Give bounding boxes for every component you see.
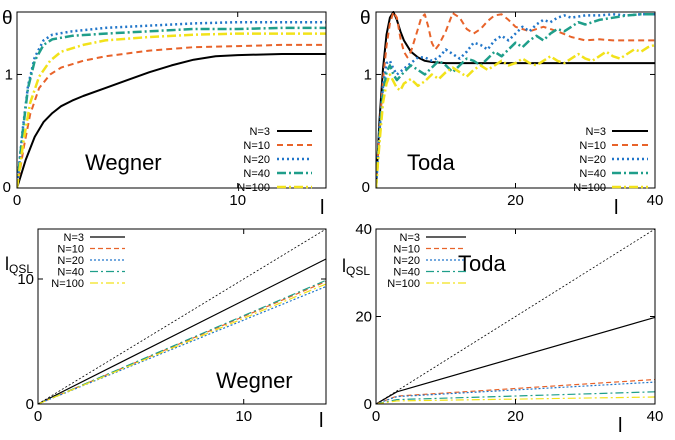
legend-label: N=100: [387, 278, 420, 290]
series-line-N3: [17, 53, 326, 188]
plot-frame: [37, 228, 327, 405]
y-axis-label-main: l: [5, 254, 9, 274]
x-axis-label: l: [320, 197, 324, 219]
legend-label: N=100: [237, 182, 270, 194]
legend-label: N=3: [250, 126, 271, 138]
chart-title: Toda: [458, 251, 506, 276]
legend-label: N=40: [579, 168, 606, 180]
x-tick-label: 40: [647, 192, 664, 209]
y-axis-label: θ: [360, 8, 371, 29]
y-tick-label: 10: [17, 271, 34, 288]
series-line-N10: [17, 43, 326, 188]
diagonal-reference-line: [376, 228, 655, 404]
legend: N=3N=10N=20N=40N=100: [51, 232, 125, 290]
legend: N=3 N=10 N=20 N=40 N=100: [573, 126, 648, 194]
legend-label: N=20: [393, 255, 420, 267]
legend-label: N=40: [57, 267, 84, 279]
x-axis-label: l: [319, 410, 323, 432]
y-axis-label: lQSL: [342, 256, 370, 278]
x-tick-label: 0: [372, 408, 380, 425]
series-line-N20: [17, 20, 326, 188]
series-line-N100: [17, 32, 326, 188]
x-tick-label: 0: [34, 408, 42, 425]
legend-label: N=3: [586, 126, 607, 138]
series-line-N100: [376, 396, 655, 404]
chart-title: Wegner: [85, 150, 162, 175]
series-line-N40: [376, 13, 655, 188]
legend-label: N=10: [57, 244, 84, 256]
series-line-N40: [17, 26, 326, 188]
legend-label: N=20: [243, 154, 270, 166]
series-line-N3: [38, 258, 326, 404]
x-axis-label: l: [618, 415, 622, 437]
series-line-N10: [376, 378, 655, 404]
series-group: [376, 11, 655, 188]
series-line-N100: [376, 43, 655, 188]
series-group: [376, 228, 655, 404]
diagonal-reference-line: [38, 228, 326, 404]
y-tick-label: 1: [5, 66, 13, 83]
y-axis-label-subscript: QSL: [346, 264, 370, 278]
y-tick-label: 0: [364, 396, 372, 413]
legend-label: N=100: [573, 182, 606, 194]
x-axis-label: l: [614, 197, 618, 219]
y-axis-label-main: l: [342, 256, 346, 276]
y-tick-label: 0: [26, 396, 34, 413]
legend-label: N=3: [400, 232, 421, 244]
legend-label: N=40: [243, 168, 270, 180]
series-group: [38, 228, 326, 404]
series-group: [17, 20, 326, 188]
series-line-N10: [376, 11, 655, 188]
x-tick-label: 20: [507, 192, 524, 209]
series-line-N3: [376, 11, 655, 188]
plot-frame: [16, 11, 327, 189]
series-line-N20: [376, 13, 655, 188]
x-tick-label: 40: [647, 408, 664, 425]
x-tick-label: 10: [229, 192, 246, 209]
x-tick-label: 10: [235, 408, 252, 425]
legend-label: N=40: [393, 267, 420, 279]
x-tick-label: 20: [507, 408, 524, 425]
legend-label: N=20: [57, 255, 84, 267]
legend-label: N=100: [51, 278, 84, 290]
chart-toda-theta: 20 40 1 0 θ l Toda N=3 N=10 N=20 N=40 N=100: [360, 8, 663, 219]
y-axis-label: lQSL: [5, 254, 33, 276]
series-line-N100: [38, 283, 326, 404]
origin-label: 0: [3, 179, 11, 196]
legend-label: N=10: [579, 140, 606, 152]
origin-label: 0: [362, 179, 370, 196]
legend: N=3N=10N=20N=40N=100: [387, 232, 466, 290]
x-tick-label: 0: [13, 192, 21, 209]
series-line-N3: [376, 316, 655, 404]
chart-title: Wegner: [216, 368, 293, 393]
legend-label: N=3: [64, 232, 85, 244]
legend-label: N=10: [393, 244, 420, 256]
y-axis-label: θ: [2, 8, 13, 29]
y-tick-label: 40: [355, 221, 372, 238]
y-tick-label: 20: [355, 309, 372, 326]
legend: N=3 N=10 N=20 N=40 N=100: [237, 126, 312, 194]
legend-label: N=10: [243, 140, 270, 152]
chart-title: Toda: [407, 150, 455, 175]
y-tick-label: 1: [364, 66, 372, 83]
y-axis-label-subscript: QSL: [9, 262, 33, 276]
legend-label: N=20: [579, 154, 606, 166]
